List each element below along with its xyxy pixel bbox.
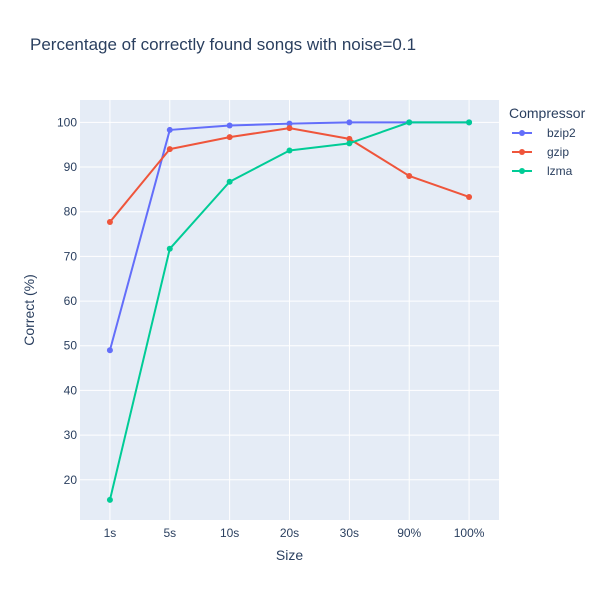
- y-tick-label: 60: [64, 294, 78, 308]
- data-point-gzip[interactable]: [346, 135, 353, 142]
- data-point-gzip[interactable]: [286, 125, 293, 132]
- data-point-lzma[interactable]: [226, 178, 233, 185]
- y-axis-ticks: 20 30 40 50 60 70 80 90 100: [57, 115, 77, 486]
- y-tick-label: 20: [64, 473, 78, 487]
- x-axis-ticks: 1s 5s 10s 20s 30s 90% 100%: [104, 526, 485, 540]
- data-point-lzma[interactable]: [466, 119, 473, 126]
- gridlines: [80, 100, 499, 520]
- legend[interactable]: Compressor bzip2 gzip lzma: [509, 105, 586, 178]
- legend-item-lzma[interactable]: lzma: [512, 164, 573, 178]
- data-point-bzip2[interactable]: [346, 119, 353, 126]
- x-tick-label: 100%: [454, 526, 485, 540]
- data-point-lzma[interactable]: [166, 245, 173, 252]
- legend-swatch-marker: [519, 149, 525, 155]
- data-point-gzip[interactable]: [466, 193, 473, 200]
- y-tick-label: 70: [64, 249, 78, 263]
- data-point-lzma[interactable]: [406, 119, 413, 126]
- y-tick-label: 80: [64, 205, 78, 219]
- y-axis-title: Correct (%): [21, 274, 37, 346]
- legend-swatch-marker: [519, 168, 525, 174]
- x-tick-label: 30s: [340, 526, 359, 540]
- data-point-bzip2[interactable]: [226, 122, 233, 129]
- y-tick-label: 90: [64, 160, 78, 174]
- data-point-bzip2[interactable]: [106, 347, 113, 354]
- x-tick-label: 90%: [397, 526, 421, 540]
- y-tick-label: 50: [64, 339, 78, 353]
- legend-label: lzma: [547, 164, 573, 178]
- data-point-bzip2[interactable]: [286, 120, 293, 127]
- data-point-lzma[interactable]: [346, 140, 353, 147]
- y-tick-label: 40: [64, 383, 78, 397]
- y-tick-label: 100: [57, 115, 77, 129]
- series-lzma[interactable]: [106, 119, 473, 503]
- x-tick-label: 20s: [280, 526, 299, 540]
- legend-label: bzip2: [547, 126, 576, 140]
- legend-item-bzip2[interactable]: bzip2: [512, 126, 576, 140]
- x-axis-title: Size: [276, 547, 303, 563]
- data-point-lzma[interactable]: [286, 147, 293, 154]
- legend-swatch-marker: [519, 130, 525, 136]
- x-tick-label: 1s: [104, 526, 117, 540]
- data-point-gzip[interactable]: [106, 218, 113, 225]
- data-point-lzma[interactable]: [106, 496, 113, 503]
- data-point-gzip[interactable]: [406, 172, 413, 179]
- series-layer: [106, 119, 473, 503]
- data-point-bzip2[interactable]: [166, 126, 173, 133]
- data-point-gzip[interactable]: [166, 146, 173, 153]
- chart-title: Percentage of correctly found songs with…: [30, 35, 416, 54]
- x-tick-label: 10s: [220, 526, 239, 540]
- data-point-gzip[interactable]: [226, 134, 233, 141]
- y-tick-label: 30: [64, 428, 78, 442]
- legend-title: Compressor: [509, 105, 586, 121]
- legend-item-gzip[interactable]: gzip: [512, 145, 569, 159]
- series-gzip[interactable]: [106, 125, 473, 225]
- x-tick-label: 5s: [163, 526, 176, 540]
- legend-label: gzip: [547, 145, 569, 159]
